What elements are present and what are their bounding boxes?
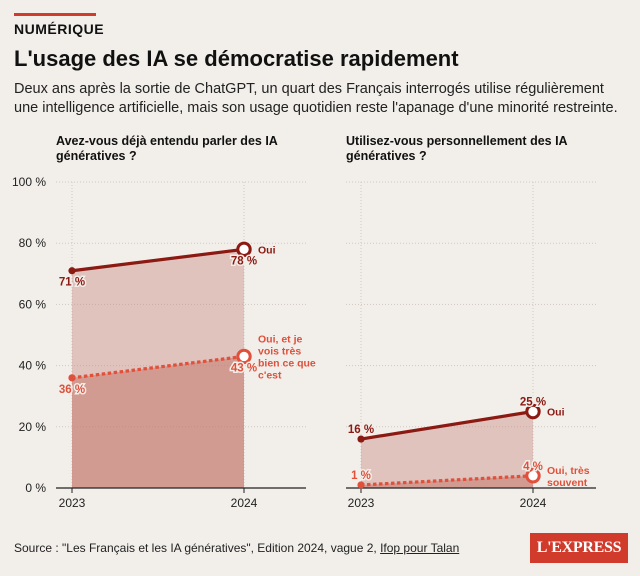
x-tick-label: 2024 xyxy=(231,496,258,510)
area-1-top xyxy=(361,411,533,488)
y-tick-label: 40 % xyxy=(19,359,47,373)
series-name-line: Oui xyxy=(258,244,276,256)
data-point-start xyxy=(357,481,365,489)
data-label: 25 % xyxy=(520,397,546,409)
y-tick-label: 100 % xyxy=(12,175,46,189)
kicker: NUMÉRIQUE xyxy=(14,21,105,37)
y-tick-label: 0 % xyxy=(25,481,46,495)
logo-text: L'EXPRESS xyxy=(536,539,622,556)
source-text: Source : "Les Français et les IA générat… xyxy=(14,541,381,555)
data-point-end xyxy=(525,403,541,420)
y-tick-label: 60 % xyxy=(19,297,47,311)
series-name-label: Oui xyxy=(547,407,565,419)
source-link[interactable]: Ifop pour Talan xyxy=(380,541,460,555)
data-label: 78 % xyxy=(231,255,257,267)
data-point-start xyxy=(68,267,76,275)
series-line-1-1 xyxy=(360,474,534,487)
series-line-0-1 xyxy=(71,354,245,380)
data-label: 4 % xyxy=(523,461,543,473)
series-name-line: vois très xyxy=(258,345,301,357)
area-0-bottom xyxy=(72,356,244,488)
data-label: 71 % xyxy=(59,277,85,289)
series-name-line: c'est xyxy=(258,369,282,381)
data-label: 43 % xyxy=(231,362,257,374)
series-name-label: Oui, et je vois très bien ce que c'est xyxy=(258,333,316,381)
data-label: 36 % xyxy=(59,384,85,396)
data-label: 16 % xyxy=(348,424,374,436)
source-note: Source : "Les Français et les IA générat… xyxy=(14,541,459,555)
data-point-start xyxy=(68,374,76,382)
series-name-label: Oui xyxy=(258,244,276,256)
x-tick-label: 2023 xyxy=(59,496,86,510)
data-point-end xyxy=(236,348,252,365)
series-name-line: Oui, très xyxy=(547,465,590,477)
series-line-1-0 xyxy=(360,409,534,441)
series-name-line: souvent xyxy=(547,477,588,489)
kicker-rule xyxy=(14,13,96,16)
data-label: 1 % xyxy=(351,470,371,482)
x-tick-label: 2024 xyxy=(520,496,547,510)
page-subtitle: Deux ans après la sortie de ChatGPT, un … xyxy=(14,81,618,116)
series-name-label: Oui, très souvent xyxy=(547,465,590,489)
left-chart-title: Avez-vous déjà entendu parler des IA gén… xyxy=(56,134,278,163)
right-chart-title: Utilisez-vous personnellement des IA gén… xyxy=(346,134,568,163)
brand-logo: L'EXPRESS xyxy=(530,533,628,563)
series-name-line: Oui, et je xyxy=(258,333,303,345)
data-point-start xyxy=(357,435,365,443)
series-line-0-0 xyxy=(71,247,245,273)
data-point-end xyxy=(525,468,541,484)
y-tick-label: 20 % xyxy=(19,420,47,434)
y-tick-label: 80 % xyxy=(19,236,47,250)
data-point-end xyxy=(236,241,252,258)
charts-svg: 2023 2024 0 % 20 % 40 % 60 % 80 % 100 % 71 % 78 %… xyxy=(12,175,596,510)
page-title: L'usage des IA se démocratise rapidement xyxy=(14,46,459,71)
series-name-line: Oui xyxy=(547,407,565,419)
series-name-line: bien ce que xyxy=(258,357,316,369)
x-tick-label: 2023 xyxy=(348,496,375,510)
